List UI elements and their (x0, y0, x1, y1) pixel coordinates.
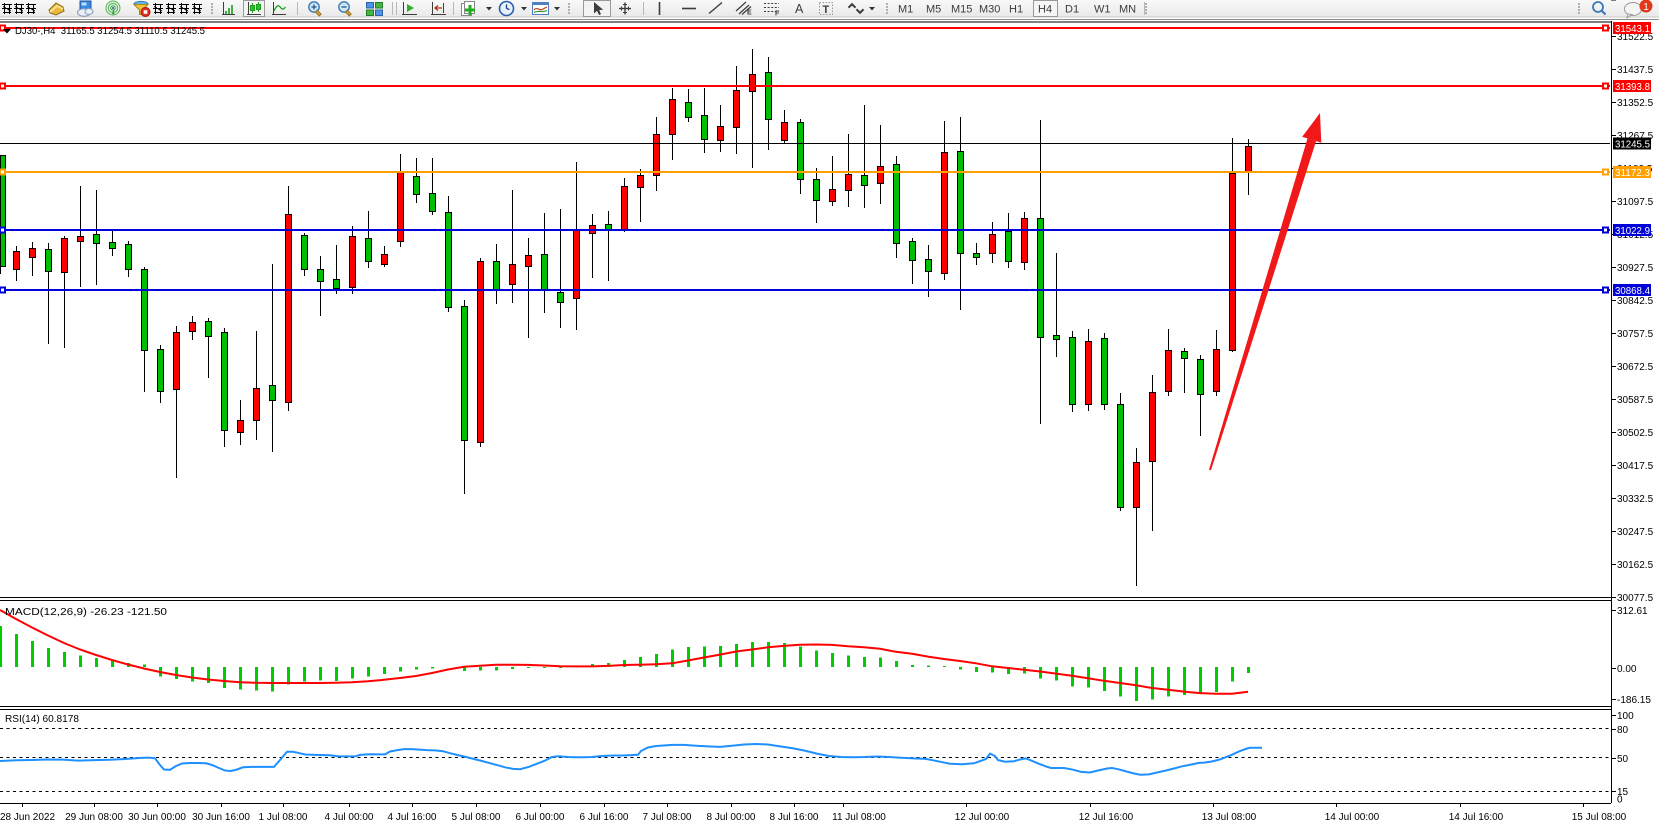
svg-text:1 Jul 08:00: 1 Jul 08:00 (259, 812, 308, 823)
svg-text:0: 0 (1617, 795, 1623, 806)
svg-text:6 Jul 16:00: 6 Jul 16:00 (580, 812, 629, 823)
svg-text:4 Jul 00:00: 4 Jul 00:00 (325, 812, 374, 823)
svg-text:100: 100 (1617, 711, 1634, 722)
svg-text:312.61: 312.61 (1617, 606, 1648, 617)
svg-text:30077.5: 30077.5 (1617, 593, 1654, 604)
svg-text:30 Jun 16:00: 30 Jun 16:00 (192, 812, 250, 823)
svg-text:14 Jul 00:00: 14 Jul 00:00 (1325, 812, 1380, 823)
svg-text:F: F (775, 11, 780, 18)
svg-text:MACD(12,26,9) -26.23 -121.50: MACD(12,26,9) -26.23 -121.50 (5, 607, 168, 618)
svg-text:M1: M1 (898, 4, 913, 16)
svg-text:M5: M5 (926, 4, 941, 16)
svg-text:30 Jun 00:00: 30 Jun 00:00 (128, 812, 186, 823)
svg-text:31097.5: 31097.5 (1617, 197, 1654, 208)
svg-text:30672.5: 30672.5 (1617, 362, 1654, 373)
svg-text:31352.5: 31352.5 (1617, 98, 1654, 109)
svg-text:31522.5: 31522.5 (1617, 32, 1654, 43)
svg-text:6 Jul 00:00: 6 Jul 00:00 (516, 812, 565, 823)
svg-text:D1: D1 (1065, 4, 1079, 16)
svg-text:1: 1 (1643, 2, 1649, 13)
svg-text:4 Jul 16:00: 4 Jul 16:00 (388, 812, 437, 823)
svg-text:31393.8: 31393.8 (1615, 81, 1650, 93)
svg-text:DJ30-,H4 31165.5 31254.5 3111: DJ30-,H4 31165.5 31254.5 31110.5 31245.5 (15, 25, 205, 37)
svg-text:30842.5: 30842.5 (1617, 296, 1654, 307)
svg-text:W1: W1 (1094, 4, 1111, 16)
svg-text:31022.9: 31022.9 (1615, 225, 1650, 237)
svg-text:7 Jul 08:00: 7 Jul 08:00 (643, 812, 692, 823)
svg-text:30247.5: 30247.5 (1617, 527, 1654, 538)
svg-text:15: 15 (1617, 787, 1629, 798)
svg-text:30332.5: 30332.5 (1617, 494, 1654, 505)
svg-text:MN: MN (1119, 4, 1136, 16)
svg-text:30502.5: 30502.5 (1617, 428, 1654, 439)
svg-text:12 Jul 16:00: 12 Jul 16:00 (1079, 812, 1134, 823)
svg-text:31245.5: 31245.5 (1615, 139, 1650, 151)
svg-text:M30: M30 (979, 4, 1000, 16)
svg-text:0.00: 0.00 (1617, 664, 1637, 675)
svg-text:29 Jun 08:00: 29 Jun 08:00 (65, 812, 123, 823)
svg-text:13 Jul 08:00: 13 Jul 08:00 (1202, 812, 1257, 823)
svg-text:30417.5: 30417.5 (1617, 461, 1654, 472)
svg-text:30162.5: 30162.5 (1617, 560, 1654, 571)
svg-text:H4: H4 (1038, 4, 1052, 16)
svg-text:5 Jul 08:00: 5 Jul 08:00 (452, 812, 501, 823)
svg-text:31437.5: 31437.5 (1617, 65, 1654, 76)
svg-text:28 Jun 2022: 28 Jun 2022 (0, 812, 55, 823)
svg-text:14 Jul 16:00: 14 Jul 16:00 (1449, 812, 1504, 823)
svg-text:A: A (795, 2, 804, 16)
svg-text:30868.4: 30868.4 (1615, 285, 1650, 297)
svg-text:31267.5: 31267.5 (1617, 131, 1654, 142)
svg-text:8 Jul 00:00: 8 Jul 00:00 (707, 812, 756, 823)
svg-text:M15: M15 (951, 4, 972, 16)
svg-text:E: E (747, 10, 752, 17)
svg-text:30757.5: 30757.5 (1617, 329, 1654, 340)
svg-text:T: T (823, 4, 830, 16)
svg-text:RSI(14) 60.8178: RSI(14) 60.8178 (5, 714, 79, 725)
svg-text:11 Jul 08:00: 11 Jul 08:00 (832, 812, 886, 823)
svg-text:80: 80 (1617, 725, 1629, 736)
svg-text:30587.5: 30587.5 (1617, 395, 1654, 406)
svg-text:H1: H1 (1009, 4, 1023, 16)
svg-text:50: 50 (1617, 754, 1629, 765)
svg-text:31543.1: 31543.1 (1615, 23, 1650, 35)
svg-text:30927.5: 30927.5 (1617, 263, 1654, 274)
svg-text:31172.3: 31172.3 (1615, 167, 1650, 179)
svg-text:-186.15: -186.15 (1617, 695, 1651, 706)
svg-text:8 Jul 16:00: 8 Jul 16:00 (770, 812, 819, 823)
svg-text:15 Jul 08:00: 15 Jul 08:00 (1572, 812, 1627, 823)
svg-text:12 Jul 00:00: 12 Jul 00:00 (955, 812, 1010, 823)
